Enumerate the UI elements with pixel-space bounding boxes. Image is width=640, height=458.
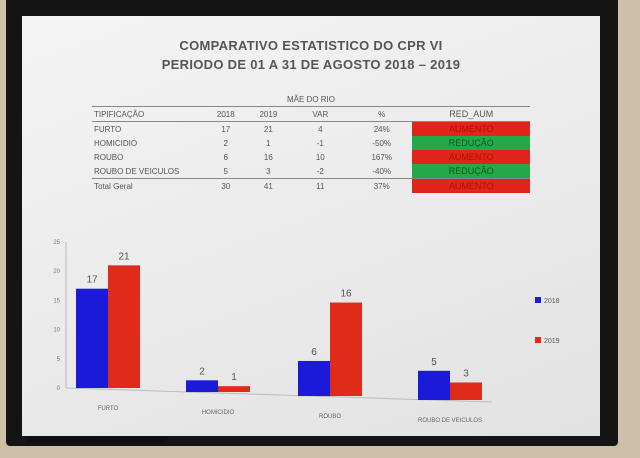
x-tick-label: ROUBO	[319, 414, 341, 420]
data-label: 5	[431, 357, 437, 368]
data-label: 16	[340, 289, 352, 300]
bar-2019	[108, 265, 140, 388]
table-row: HOMICIDIO 2 1 -1 -50% REDUÇÃO	[92, 136, 530, 150]
table-cell: -40%	[372, 166, 392, 176]
data-label: 2	[199, 366, 205, 377]
data-label: 1	[231, 372, 237, 383]
x-tick-label: HOMICIDIO	[202, 410, 235, 416]
table-cell: 24%	[373, 124, 390, 134]
table-cell: 2019	[247, 106, 290, 122]
legend-label: 2019	[544, 338, 560, 345]
table-cell: 6	[223, 152, 228, 162]
table-cell: 21	[263, 124, 273, 134]
bar-2018	[298, 360, 330, 396]
legend-swatch-2019	[535, 337, 541, 343]
table-cell: 167%	[371, 152, 392, 162]
table-cell: FURTO	[94, 124, 122, 134]
table-cell: -50%	[372, 138, 392, 148]
bar-2019	[218, 386, 250, 392]
y-tick-label: 10	[53, 328, 60, 334]
data-label: 3	[463, 368, 469, 379]
table-cell: 11	[289, 178, 351, 193]
bar-2018	[76, 288, 108, 388]
table-cell: 2	[223, 138, 228, 148]
y-tick-label: 20	[53, 269, 60, 275]
table-cell: 2018	[204, 106, 248, 122]
table-row: FURTO 17 21 4 24% AUMENTO	[92, 121, 530, 136]
table-row: ROUBO 6 16 10 167% AUMENTO	[92, 150, 530, 164]
bar-2018	[186, 380, 218, 392]
status-cell: RED_AUM	[412, 106, 530, 122]
table-header-row: TIPIFICAÇÃO 2018 2019 VAR% RED_AUM	[92, 106, 530, 122]
table-cell: 17	[221, 124, 231, 134]
status-cell: AUMENTO	[412, 150, 530, 164]
table-cell: 41	[247, 178, 290, 193]
bar-chart: 05101520251721FURTO21HOMICIDIO616ROUBO53…	[53, 240, 560, 424]
bar-2019	[450, 382, 482, 400]
stats-table: MÃE DO RIO TIPIFICAÇÃO 2018 2019 VAR% RED_AU…	[92, 92, 530, 193]
table-cell: 30	[204, 178, 248, 193]
bar-2018	[418, 370, 450, 400]
table-cell: 5	[223, 166, 228, 176]
data-label: 6	[311, 347, 317, 358]
y-tick-label: 15	[53, 298, 60, 304]
table-cell: 37%	[350, 178, 413, 193]
status-cell: AUMENTO	[412, 121, 530, 136]
title-line-2: PERIODO DE 01 A 31 DE AGOSTO 2018 – 2019	[161, 57, 461, 72]
group-header: MÃE DO RIO	[92, 92, 530, 107]
table-cell: Total Geral	[92, 178, 205, 193]
y-tick-label: 0	[57, 386, 61, 392]
table-cell: -2	[316, 166, 324, 176]
data-label: 21	[118, 251, 130, 262]
title-line-1: COMPARATIVO ESTATISTICO DO CPR VI	[179, 38, 443, 53]
table-row: ROUBO DE VEICULOS 5 3 -2 -40% REDUÇÃO	[92, 164, 530, 179]
table-cell: -1	[316, 138, 324, 148]
bar-2019	[330, 302, 362, 396]
x-tick-label: FURTO	[98, 406, 119, 412]
x-tick-label: ROUBO DE VEICULOS	[418, 418, 482, 424]
table-cell: 1	[266, 138, 271, 148]
table-cell: 4	[318, 124, 323, 134]
y-tick-label: 25	[53, 240, 60, 246]
tv-screen: COMPARATIVO ESTATISTICO DO CPR VI PERIOD…	[22, 16, 600, 436]
table-cell: 16	[263, 152, 273, 162]
table-cell: ROUBO DE VEICULOS	[94, 166, 180, 176]
table-cell: 3	[266, 166, 271, 176]
table-cell: %	[350, 106, 413, 122]
table-cell: ROUBO	[94, 152, 124, 162]
legend-label: 2018	[544, 298, 560, 305]
status-cell: AUMENTO	[412, 178, 530, 193]
table-cell: HOMICIDIO	[94, 138, 138, 148]
table-cell: TIPIFICAÇÃO	[92, 106, 205, 122]
status-cell: REDUÇÃO	[412, 136, 530, 150]
table-cell: VAR	[289, 106, 351, 122]
data-label: 17	[86, 275, 98, 286]
status-cell: REDUÇÃO	[412, 164, 530, 179]
total-row: Total Geral 30 41 11 37% AUMENTO	[92, 178, 530, 193]
legend-swatch-2018	[535, 297, 541, 303]
y-tick-label: 5	[57, 357, 61, 363]
table-cell: 10	[315, 152, 325, 162]
